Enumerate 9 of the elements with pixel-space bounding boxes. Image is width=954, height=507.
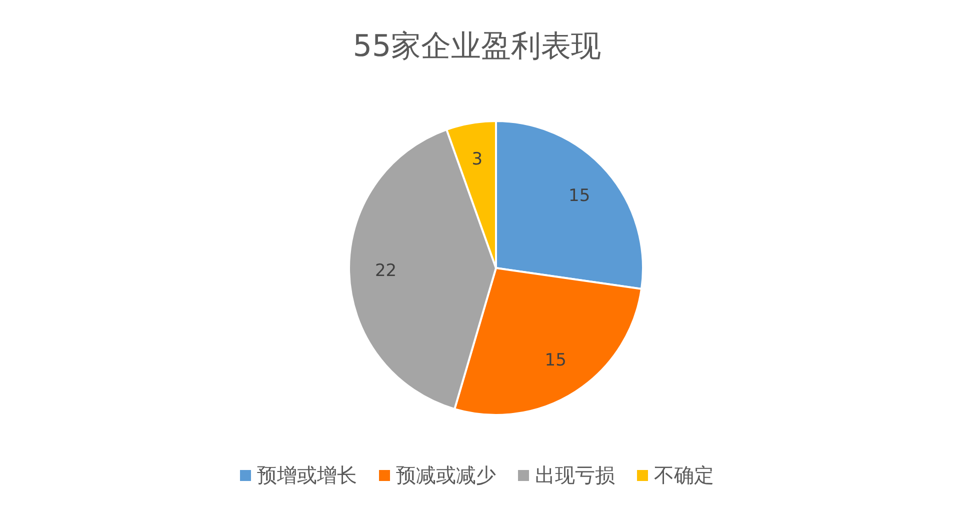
data-label: 22: [374, 261, 397, 282]
data-label: 15: [568, 186, 590, 206]
legend-label: 出现亏损: [534, 462, 615, 489]
data-label: 3: [472, 149, 483, 170]
legend-label: 预减或减少: [395, 462, 496, 489]
chart-title: 55家企业盈利表现: [352, 28, 602, 66]
data-label: 15: [544, 350, 566, 371]
legend-label: 不确定: [653, 462, 714, 489]
legend-label: 预增或增长: [256, 462, 357, 489]
